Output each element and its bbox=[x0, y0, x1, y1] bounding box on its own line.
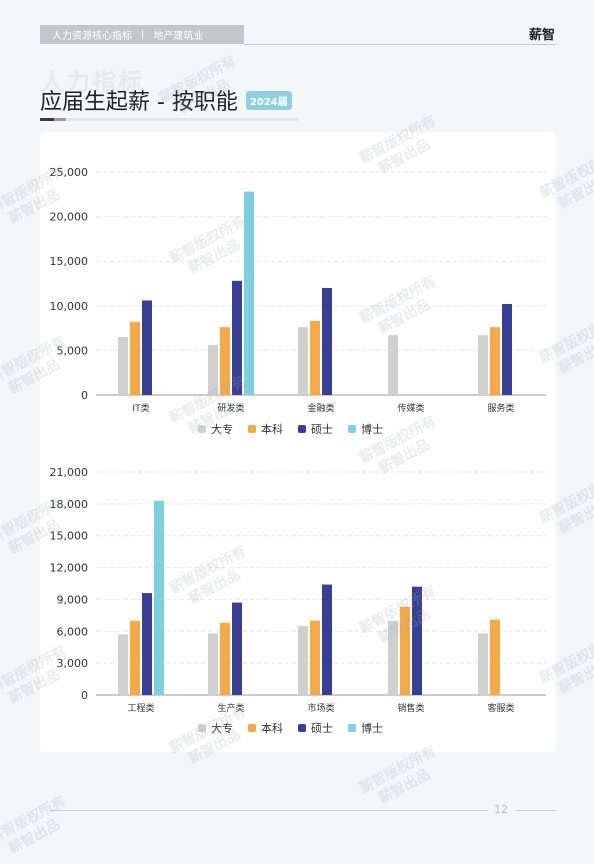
bar bbox=[388, 335, 398, 395]
bar bbox=[142, 593, 152, 695]
bar bbox=[232, 280, 242, 395]
title-underline-accent bbox=[40, 118, 54, 121]
footer-divider-left bbox=[50, 810, 488, 811]
bar bbox=[310, 320, 320, 395]
footer-divider-right bbox=[516, 810, 556, 811]
y-tick-label: 0 bbox=[81, 689, 88, 702]
bar bbox=[130, 620, 140, 695]
y-tick-label: 3,000 bbox=[57, 657, 89, 670]
legend-swatch bbox=[348, 425, 356, 433]
bar bbox=[154, 500, 164, 695]
bar bbox=[478, 335, 488, 395]
bar bbox=[220, 622, 230, 695]
watermark-line1: 薪智版权所有 bbox=[0, 793, 69, 847]
legend-swatch bbox=[298, 724, 306, 732]
legend-swatch bbox=[348, 724, 356, 732]
x-tick-label: 生产类 bbox=[217, 702, 244, 714]
y-tick-label: 0 bbox=[81, 389, 88, 402]
y-tick-label: 20,000 bbox=[50, 211, 89, 224]
x-tick-label: 金融类 bbox=[307, 402, 334, 414]
x-tick-label: 研发类 bbox=[217, 402, 244, 414]
bar bbox=[310, 620, 320, 695]
bar bbox=[142, 300, 152, 395]
x-tick-label: 客服类 bbox=[487, 702, 514, 714]
x-tick-label: IT类 bbox=[132, 402, 149, 414]
legend-label: 本科 bbox=[261, 422, 283, 436]
bar bbox=[298, 327, 308, 395]
legend-swatch bbox=[198, 425, 206, 433]
header-section-label: 人力资源核心指标 bbox=[52, 31, 132, 42]
header-separator: | bbox=[141, 29, 145, 40]
bar bbox=[220, 327, 230, 395]
bar bbox=[208, 345, 218, 395]
y-tick-label: 9,000 bbox=[57, 593, 89, 606]
bar bbox=[244, 191, 254, 395]
y-tick-label: 21,000 bbox=[50, 466, 89, 479]
watermark-text: 薪智版权所有 薪智出品 bbox=[356, 742, 447, 813]
legend-label: 博士 bbox=[361, 423, 383, 436]
bar bbox=[118, 634, 128, 695]
bar bbox=[478, 633, 488, 695]
x-tick-label: 工程类 bbox=[127, 702, 154, 714]
legend-label: 硕士 bbox=[311, 423, 333, 436]
bar bbox=[118, 337, 128, 395]
bar bbox=[502, 304, 512, 395]
watermark-text: 薪智版权所有 薪智出品 bbox=[0, 792, 78, 863]
x-tick-label: 市场类 bbox=[307, 702, 334, 714]
page-number: 12 bbox=[494, 803, 508, 816]
charts-canvas: 0 5,000 10,000 15,000 20,000 25,000 IT类 研发类 金融类 传… bbox=[50, 166, 546, 735]
legend-label: 博士 bbox=[361, 722, 383, 735]
watermark-line2: 薪智出品 bbox=[375, 766, 433, 808]
y-tick-label: 15,000 bbox=[50, 530, 89, 543]
legend-swatch bbox=[248, 724, 256, 732]
y-tick-label: 25,000 bbox=[50, 166, 89, 179]
bar bbox=[400, 606, 410, 695]
legend-label: 大专 bbox=[211, 721, 233, 735]
y-tick-label: 5,000 bbox=[57, 344, 89, 357]
bar bbox=[412, 586, 422, 695]
bar bbox=[298, 625, 308, 695]
chart-card: 0 5,000 10,000 15,000 20,000 25,000 IT类 研发类 金融类 传… bbox=[40, 132, 555, 752]
bar bbox=[322, 287, 332, 395]
header-industry-label: 地产建筑业 bbox=[153, 31, 204, 42]
y-tick-label: 18,000 bbox=[50, 498, 89, 511]
x-tick-label: 销售类 bbox=[397, 702, 424, 714]
legend-swatch bbox=[198, 724, 206, 732]
header-divider bbox=[244, 44, 556, 45]
legend-label: 大专 bbox=[211, 422, 233, 436]
legend-label: 本科 bbox=[261, 721, 283, 735]
y-tick-label: 12,000 bbox=[50, 562, 89, 575]
watermark-line2: 薪智出品 bbox=[5, 816, 63, 858]
y-tick-label: 6,000 bbox=[57, 625, 89, 638]
title-underline-track bbox=[66, 118, 298, 121]
page-title: 应届生起薪 - 按职能 2024届 bbox=[40, 84, 292, 116]
bar bbox=[322, 584, 332, 695]
header-section-bar: 人力资源核心指标 | 地产建筑业 bbox=[40, 25, 244, 44]
bar bbox=[490, 327, 500, 395]
bar bbox=[130, 321, 140, 395]
background-title: 人力指标 bbox=[40, 68, 144, 96]
x-tick-label: 服务类 bbox=[487, 402, 514, 414]
title-underline-mid bbox=[54, 118, 66, 121]
x-tick-label: 传媒类 bbox=[397, 402, 424, 414]
bar bbox=[490, 619, 500, 695]
y-tick-label: 10,000 bbox=[50, 300, 89, 313]
legend-swatch bbox=[248, 425, 256, 433]
bar bbox=[208, 633, 218, 695]
bar bbox=[232, 602, 242, 695]
legend-swatch bbox=[298, 425, 306, 433]
year-badge: 2024届 bbox=[245, 90, 292, 110]
y-tick-label: 15,000 bbox=[50, 255, 89, 268]
legend-label: 硕士 bbox=[311, 722, 333, 735]
page-title-text: 应届生起薪 - 按职能 bbox=[40, 90, 238, 115]
brand-logo-text: 薪智 bbox=[528, 28, 555, 43]
bar bbox=[388, 620, 398, 695]
